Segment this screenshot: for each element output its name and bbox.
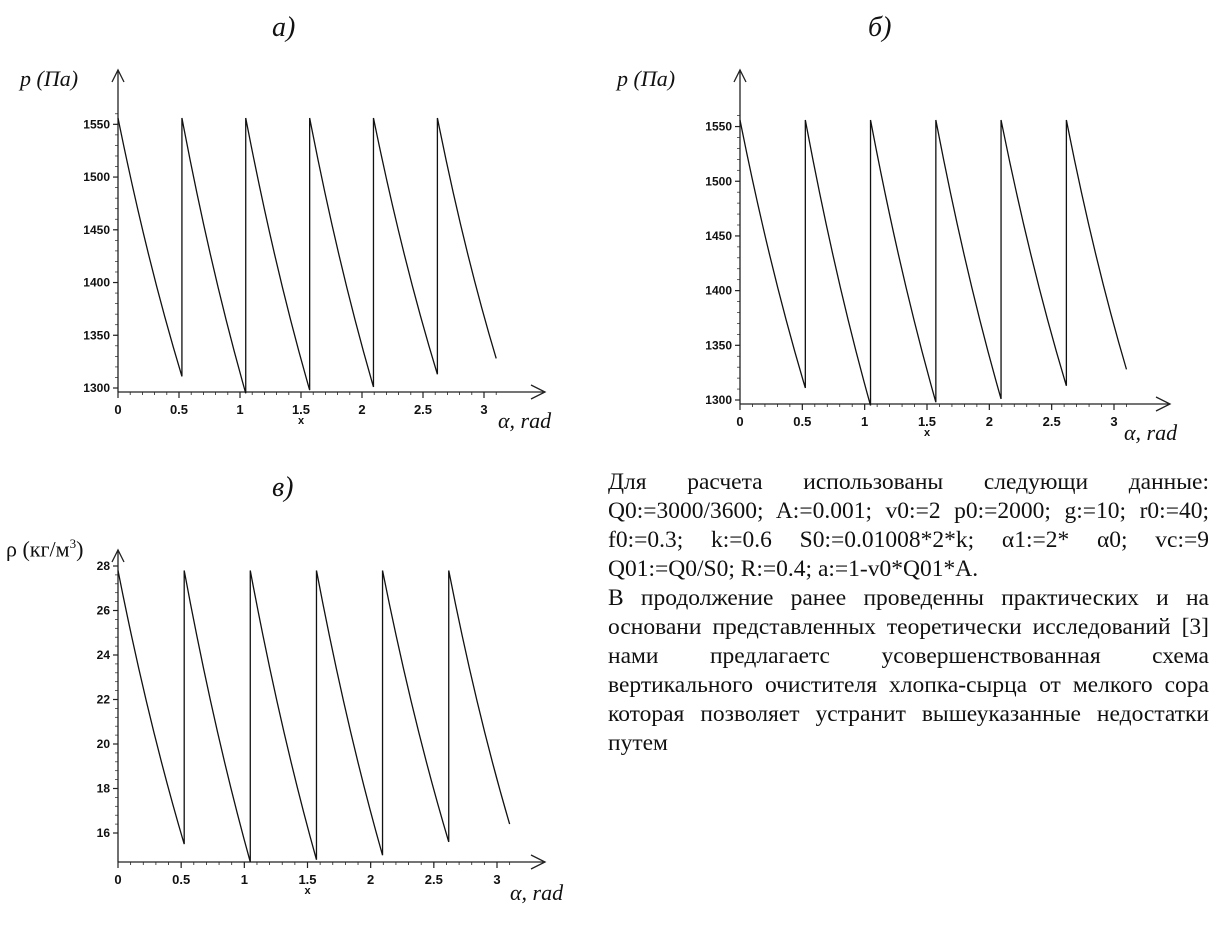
x-tick-label: 0 bbox=[114, 402, 121, 417]
chart-a: 0 0.5 1 1.5 2 2.5 3 x 1300 1350 1400 1450 1500 1550 bbox=[83, 68, 547, 427]
y-axis-arrow bbox=[733, 68, 747, 83]
x-tick-caption: x bbox=[298, 415, 305, 427]
y-tick-label: 1400 bbox=[83, 276, 110, 290]
x-tick-label: 3 bbox=[1110, 414, 1117, 429]
y-tick-label: 28 bbox=[97, 559, 111, 573]
y-tick-label: 1550 bbox=[83, 117, 110, 131]
x-tick-caption: x bbox=[304, 885, 311, 897]
y-tick-label: 1300 bbox=[83, 381, 110, 395]
chart-b: 0 0.5 1 1.5 2 2.5 3 x 1300 1350 1400 1450 1500 1550 bbox=[705, 68, 1172, 439]
x-axis-label-b: α, rad bbox=[1124, 420, 1178, 445]
x-axis-label-c: α, rad bbox=[510, 880, 564, 905]
x-axis-arrow bbox=[530, 384, 547, 400]
y-tick-label: 20 bbox=[97, 737, 111, 751]
y-tick-label: 16 bbox=[97, 826, 111, 840]
y-tick-label: 1500 bbox=[705, 174, 732, 188]
x-tick-label: 1.5 bbox=[292, 402, 310, 417]
y-tick-label: 18 bbox=[97, 782, 111, 796]
x-tick-label: 0.5 bbox=[170, 402, 188, 417]
panel-label-b: б) bbox=[868, 12, 892, 43]
x-tick-label: 1 bbox=[236, 402, 243, 417]
x-tick-label: 2.5 bbox=[1043, 414, 1061, 429]
x-tick-label: 2 bbox=[358, 402, 365, 417]
x-tick-label: 0 bbox=[736, 414, 743, 429]
y-axis-label-a: p (Па) bbox=[20, 66, 79, 91]
x-tick-caption: x bbox=[924, 427, 931, 439]
y-tick-label: 1350 bbox=[705, 338, 732, 352]
y-tick-label: 24 bbox=[97, 648, 111, 662]
x-axis-arrow bbox=[1155, 396, 1172, 412]
x-tick-label: 2.5 bbox=[425, 872, 443, 887]
x-tick-label: 0.5 bbox=[793, 414, 811, 429]
y-axis-arrow bbox=[111, 68, 125, 83]
body-text: Для расчета использованы следующи данные… bbox=[608, 468, 1209, 926]
x-tick-label: 2 bbox=[367, 872, 374, 887]
y-tick-label: 1500 bbox=[83, 170, 110, 184]
y-axis-label-c: ρ (кг/м3) bbox=[6, 536, 84, 562]
y-tick-label: 1300 bbox=[705, 393, 732, 407]
panel-label-a: а) bbox=[272, 12, 296, 43]
y-tick-label: 22 bbox=[97, 693, 111, 707]
x-tick-label: 3 bbox=[480, 402, 487, 417]
series-line bbox=[739, 119, 1128, 406]
y-tick-label: 1450 bbox=[83, 223, 110, 237]
panel-label-c: в) bbox=[272, 472, 294, 503]
series-line bbox=[117, 570, 511, 863]
y-tick-label: 1450 bbox=[705, 229, 732, 243]
x-tick-label: 1 bbox=[241, 872, 248, 887]
x-tick-label: 0 bbox=[114, 872, 121, 887]
x-tick-label: 1.5 bbox=[298, 872, 316, 887]
x-tick-label: 1 bbox=[861, 414, 868, 429]
y-tick-label: 1400 bbox=[705, 284, 732, 298]
paragraph-1: Для расчета использованы следующи данные… bbox=[608, 469, 1209, 582]
chart-c: 0 0.5 1 1.5 2 2.5 3 x 16 18 20 22 24 26 28 bbox=[97, 548, 547, 897]
x-tick-label: 2.5 bbox=[414, 402, 432, 417]
y-tick-label: 1350 bbox=[83, 328, 110, 342]
x-axis-label-a: α, rad bbox=[498, 408, 552, 433]
series-line bbox=[117, 117, 497, 394]
y-axis-arrow bbox=[111, 548, 125, 563]
y-tick-label: 1550 bbox=[705, 120, 732, 134]
x-tick-label: 3 bbox=[493, 872, 500, 887]
x-tick-label: 2 bbox=[986, 414, 993, 429]
x-tick-label: 0.5 bbox=[172, 872, 190, 887]
x-tick-label: 1.5 bbox=[918, 414, 936, 429]
y-axis-label-b: p (Па) bbox=[617, 66, 676, 91]
paragraph-2: В продолжение ранее проведенны практичес… bbox=[608, 585, 1209, 756]
y-tick-label: 26 bbox=[97, 604, 111, 618]
x-axis-arrow bbox=[530, 854, 547, 870]
